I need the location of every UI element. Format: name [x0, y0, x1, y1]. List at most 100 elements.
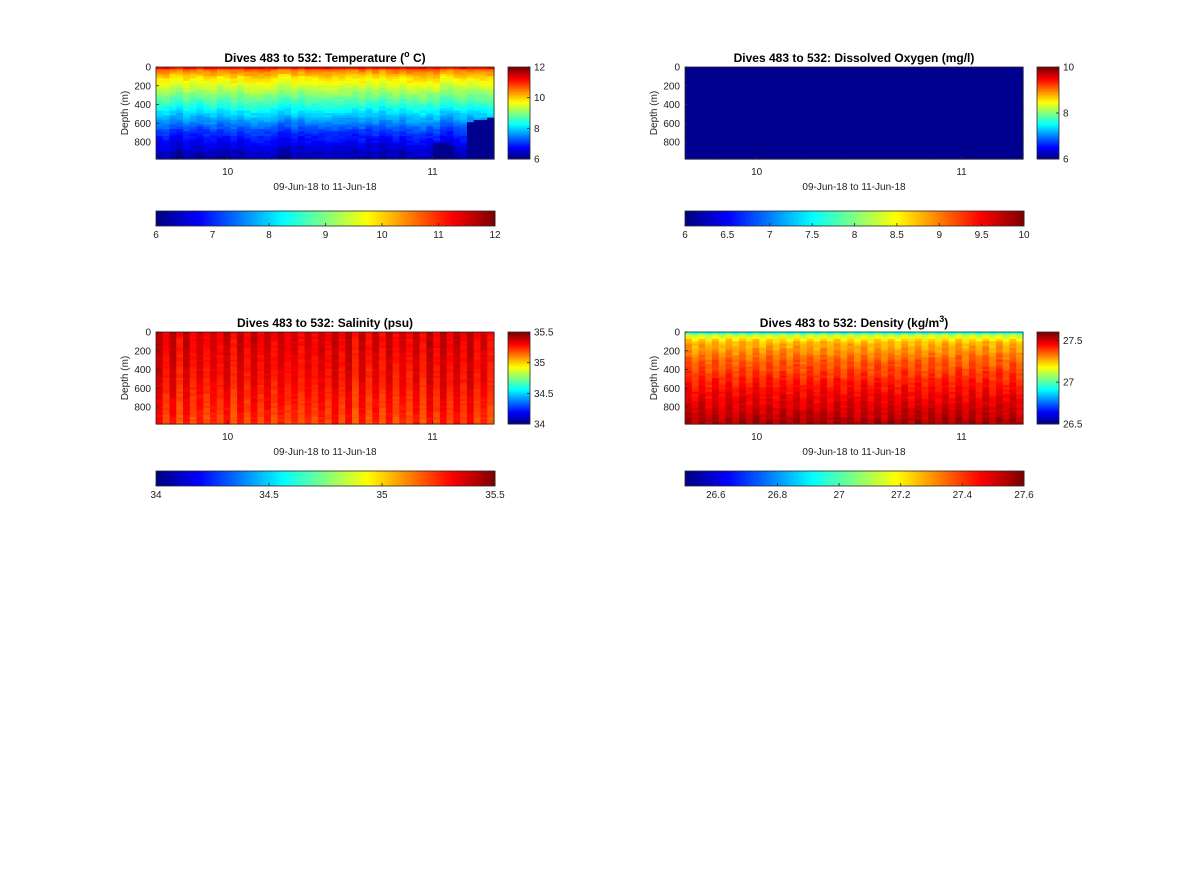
heatmap-cell	[840, 147, 848, 151]
heatmap-cell	[935, 145, 943, 149]
colorbar-swatch	[801, 211, 805, 226]
heatmap-cell	[257, 103, 265, 107]
heatmap-cell	[277, 122, 286, 126]
heatmap-cell	[793, 73, 801, 77]
heatmap-cell	[460, 131, 468, 135]
heatmap-cell	[1009, 129, 1017, 132]
heatmap-cell	[210, 366, 218, 370]
heatmap-cell	[989, 122, 997, 126]
heatmap-cell	[473, 110, 482, 114]
colorbar-swatch	[841, 211, 845, 226]
heatmap-cell	[419, 67, 427, 70]
heatmap-cell	[745, 145, 754, 149]
heatmap-cell	[250, 80, 258, 84]
heatmap-cell	[291, 71, 299, 75]
heatmap-cell	[793, 131, 801, 135]
heatmap-cell	[480, 133, 488, 137]
heatmap-cell	[725, 99, 733, 103]
heatmap-cell	[799, 99, 808, 103]
heatmap-cell	[772, 76, 781, 80]
heatmap-cell	[685, 103, 693, 107]
heatmap-cell	[705, 101, 713, 105]
colorbar-swatch	[434, 211, 438, 226]
heatmap-cell	[345, 90, 353, 93]
heatmap-cell	[216, 405, 225, 409]
heatmap-cell	[1009, 154, 1017, 158]
heatmap-cell	[223, 87, 231, 91]
heatmap-cell	[874, 94, 882, 98]
colorbar-swatch	[782, 211, 787, 226]
heatmap-cell	[210, 154, 218, 158]
heatmap-cell	[270, 101, 279, 105]
heatmap-cell	[284, 142, 292, 146]
heatmap-cell	[914, 138, 923, 142]
heatmap-cell	[270, 122, 279, 126]
heatmap-cell	[962, 92, 970, 96]
heatmap-cell	[799, 122, 808, 126]
heatmap-cell	[331, 67, 340, 70]
heatmap-cell	[216, 421, 225, 425]
heatmap-cell	[908, 99, 916, 103]
heatmap-cell	[928, 92, 936, 96]
colorbar-swatch	[508, 128, 530, 131]
heatmap-cell	[935, 108, 943, 112]
heatmap-cell	[935, 71, 943, 75]
heatmap-cell	[169, 156, 177, 160]
heatmap-cell	[379, 126, 387, 130]
heatmap-cell	[237, 101, 245, 105]
heatmap-cell	[725, 156, 733, 160]
heatmap-cell	[412, 103, 421, 107]
heatmap-cell	[331, 145, 340, 149]
heatmap-cell	[480, 138, 488, 142]
heatmap-cell	[982, 71, 990, 75]
heatmap-cell	[772, 142, 781, 146]
heatmap-cell	[277, 106, 286, 109]
heatmap-cell	[941, 133, 950, 137]
heatmap-cell	[446, 78, 455, 82]
heatmap-cell	[311, 92, 319, 96]
heatmap-cell	[995, 103, 1004, 107]
heatmap-cell	[203, 136, 211, 139]
heatmap-cell	[189, 78, 198, 82]
colorbar-swatch	[291, 211, 295, 226]
colorbar-swatch	[833, 211, 837, 226]
heatmap-cell	[230, 394, 238, 397]
heatmap-cell	[820, 71, 828, 75]
heatmap-cell	[955, 140, 963, 144]
heatmap-cell	[216, 357, 225, 361]
heatmap-cell	[243, 101, 252, 105]
heatmap-cell	[223, 129, 231, 132]
heatmap-cell	[854, 71, 862, 75]
heatmap-cell	[203, 391, 211, 395]
colorbar-swatch	[399, 211, 403, 226]
heatmap-cell	[311, 124, 319, 128]
heatmap-cell	[439, 115, 448, 119]
heatmap-cell	[345, 69, 353, 73]
heatmap-cell	[745, 154, 754, 158]
heatmap-cell	[712, 87, 720, 91]
heatmap-cell	[833, 94, 842, 98]
heatmap-cell	[277, 117, 286, 121]
heatmap-cell	[243, 124, 252, 128]
heatmap-cell	[820, 96, 828, 100]
heatmap-cell	[786, 119, 794, 123]
heatmap-cell	[826, 80, 835, 84]
heatmap-cell	[820, 87, 828, 91]
heatmap-cell	[162, 341, 171, 345]
heatmap-cell	[860, 136, 869, 139]
heatmap-cell	[813, 67, 821, 70]
heatmap-cell	[698, 126, 706, 130]
heatmap-cell	[325, 90, 333, 93]
heatmap-cell	[169, 80, 177, 84]
heatmap-cell	[284, 140, 292, 144]
colorbar-swatch	[1005, 211, 1009, 226]
heatmap-cell	[446, 76, 455, 80]
heatmap-cell	[183, 78, 191, 82]
heatmap-cell	[473, 145, 482, 149]
heatmap-cell	[169, 371, 177, 374]
heatmap-cell	[705, 131, 713, 135]
heatmap-cell	[156, 380, 164, 384]
colorbar-swatch	[259, 211, 263, 226]
heatmap-cell	[453, 131, 461, 135]
heatmap-cell	[264, 117, 272, 121]
